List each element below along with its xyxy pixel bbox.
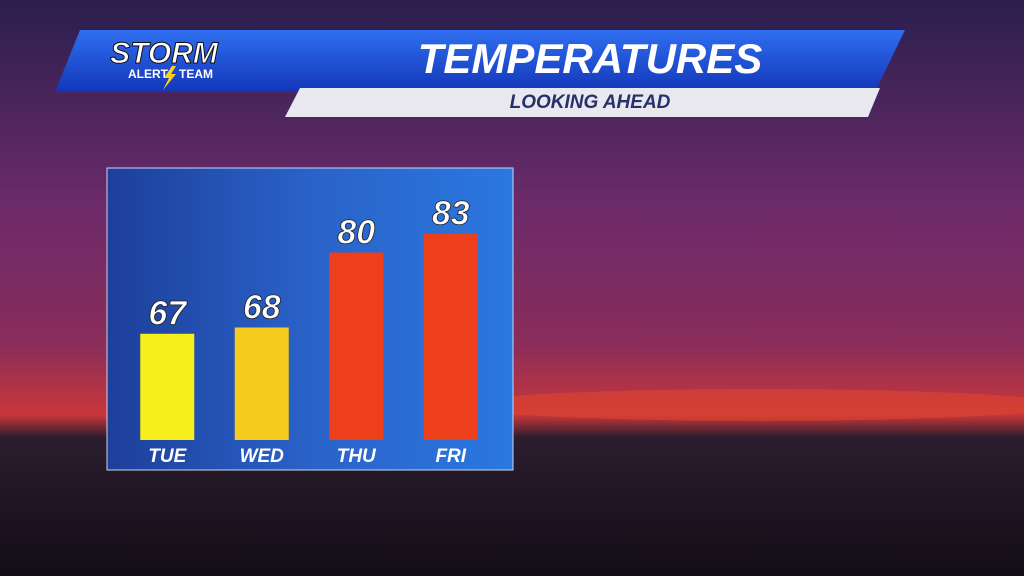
bar (234, 327, 289, 440)
chart-title: TEMPERATURES (418, 35, 763, 82)
value-label: 67 (148, 295, 188, 333)
bar (423, 233, 478, 440)
x-tick-label: FRI (435, 446, 466, 467)
title-banner (55, 30, 905, 92)
value-label: 83 (432, 195, 470, 233)
brand-team: TEAM (179, 67, 213, 81)
brand-alert: ALERT (128, 67, 169, 81)
value-label: 80 (337, 213, 375, 251)
chart-subtitle: LOOKING AHEAD (510, 92, 671, 113)
brand-bolt (163, 66, 176, 90)
x-tick-label: TUE (148, 446, 187, 467)
brand-storm: STORM (110, 37, 219, 70)
value-label: 68 (243, 288, 281, 326)
bar (140, 333, 195, 440)
subtitle-strip (285, 88, 880, 117)
x-tick-label: WED (240, 446, 285, 467)
x-tick-label: THU (337, 446, 377, 467)
bar (329, 252, 384, 440)
horizon-glow (460, 389, 1024, 421)
